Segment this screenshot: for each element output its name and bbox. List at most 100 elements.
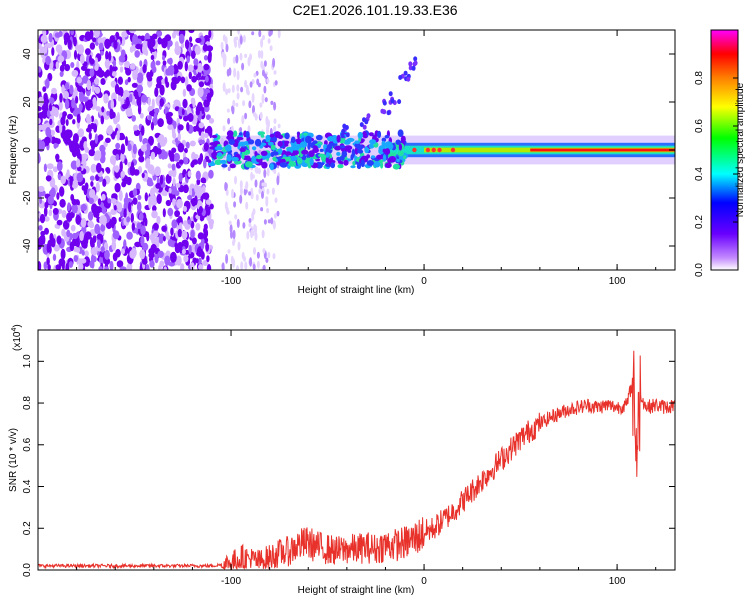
heat-blob bbox=[151, 98, 155, 109]
heat-blob bbox=[234, 39, 238, 49]
heat-blob bbox=[197, 71, 202, 78]
heat-blob bbox=[138, 86, 142, 98]
heat-blob bbox=[100, 78, 104, 85]
ridge-blob bbox=[251, 146, 257, 151]
heat-blob bbox=[178, 159, 184, 165]
heat-blob bbox=[124, 90, 130, 97]
heat-blob bbox=[203, 132, 209, 138]
heat-blob bbox=[184, 61, 188, 72]
heat-blob bbox=[120, 143, 126, 155]
ridge-blob bbox=[364, 146, 370, 154]
heat-blob bbox=[56, 219, 63, 226]
ridge-blob bbox=[258, 131, 266, 135]
heat-blob bbox=[121, 49, 126, 58]
heat-blob bbox=[94, 77, 100, 85]
heat-blob bbox=[244, 261, 248, 270]
ridge-blob bbox=[396, 158, 400, 163]
ridge-blob bbox=[382, 154, 387, 162]
heat-blob bbox=[83, 141, 88, 150]
heat-blob bbox=[86, 127, 92, 133]
heat-blob bbox=[202, 260, 209, 266]
y-tick-label: 1.0 bbox=[22, 354, 33, 368]
heat-blob bbox=[113, 40, 118, 50]
ridge-blob bbox=[352, 160, 356, 166]
heat-blob bbox=[250, 229, 254, 239]
heat-blob bbox=[263, 169, 267, 178]
heat-blob bbox=[59, 93, 63, 103]
ridge-blob bbox=[355, 140, 360, 144]
heat-blob bbox=[208, 30, 212, 39]
heat-blob bbox=[48, 103, 53, 112]
heat-blob bbox=[119, 66, 124, 73]
heat-blob bbox=[189, 36, 193, 43]
heat-blob bbox=[226, 210, 230, 215]
heat-blob bbox=[110, 198, 117, 204]
ridge-blob bbox=[211, 134, 218, 139]
heat-blob bbox=[187, 113, 194, 122]
ridge-blob bbox=[327, 136, 335, 142]
ridge-blob bbox=[343, 159, 349, 166]
heat-blob bbox=[176, 217, 182, 224]
heat-blob bbox=[60, 248, 66, 260]
heat-blob bbox=[45, 175, 52, 182]
heat-blob bbox=[274, 197, 278, 203]
heat-blob bbox=[135, 38, 142, 45]
heat-blob bbox=[124, 158, 128, 166]
heat-blob bbox=[121, 248, 125, 255]
heat-blob bbox=[140, 144, 147, 152]
heat-blob bbox=[206, 45, 214, 52]
heat-blob bbox=[206, 92, 212, 103]
heat-blob bbox=[198, 264, 204, 270]
heat-blob bbox=[142, 259, 148, 265]
heat-blob bbox=[38, 106, 42, 112]
heat-blob bbox=[235, 36, 239, 41]
ridge-blob bbox=[279, 158, 287, 163]
y-tick-label: -20 bbox=[22, 190, 33, 205]
ridge-blob bbox=[238, 132, 243, 136]
heat-blob bbox=[198, 257, 202, 265]
x-tick-label: -100 bbox=[221, 276, 241, 287]
heat-blob bbox=[277, 30, 281, 39]
heat-blob bbox=[172, 132, 177, 139]
heat-blob bbox=[161, 225, 167, 232]
heat-blob bbox=[132, 69, 138, 81]
heat-blob bbox=[197, 101, 203, 112]
heat-blob bbox=[234, 214, 238, 220]
heat-blob bbox=[38, 124, 43, 131]
heat-blob bbox=[61, 84, 65, 94]
heat-blob bbox=[38, 112, 45, 119]
snr-frame bbox=[37, 329, 676, 571]
ridge-blob bbox=[233, 130, 238, 137]
heat-blob bbox=[155, 182, 161, 189]
heat-blob bbox=[125, 68, 132, 76]
heat-blob bbox=[89, 175, 95, 181]
ridge-blob bbox=[384, 162, 392, 169]
ridge-blob bbox=[209, 142, 216, 146]
heat-blob bbox=[38, 261, 42, 270]
heat-blob bbox=[150, 151, 156, 160]
heat-blob bbox=[245, 201, 249, 210]
heat-blob bbox=[126, 231, 133, 240]
ridge-blob bbox=[391, 152, 397, 157]
heat-blob bbox=[151, 66, 157, 73]
heat-blob bbox=[56, 192, 60, 200]
heat-blob bbox=[47, 264, 51, 270]
spectrogram-x-label: Height of straight line (km) bbox=[298, 285, 415, 296]
heat-blob bbox=[98, 175, 104, 183]
ridge-blob bbox=[269, 163, 274, 171]
heat-blob bbox=[270, 217, 274, 225]
branch-blob bbox=[403, 70, 408, 76]
heat-blob bbox=[138, 155, 145, 163]
heat-blob bbox=[54, 107, 59, 118]
ridge-blob bbox=[357, 131, 363, 139]
heat-blob bbox=[139, 60, 143, 67]
heat-blob bbox=[99, 50, 104, 56]
heat-blob bbox=[261, 190, 264, 199]
ridge-blob bbox=[297, 131, 301, 140]
heat-blob bbox=[64, 98, 70, 110]
branch-blob bbox=[382, 100, 387, 106]
heat-blob bbox=[229, 224, 233, 234]
heat-blob bbox=[154, 87, 159, 98]
heat-blob bbox=[75, 95, 79, 104]
